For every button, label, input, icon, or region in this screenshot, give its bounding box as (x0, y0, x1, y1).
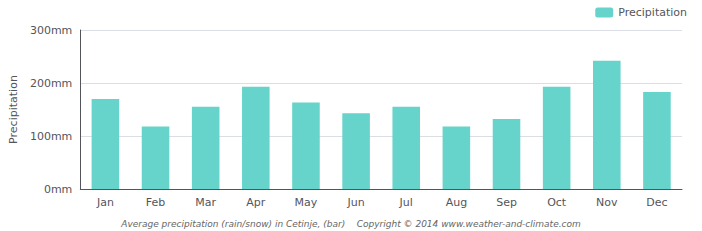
svg-text:Dec: Dec (646, 196, 667, 209)
svg-text:Jul: Jul (399, 196, 413, 209)
svg-text:Jan: Jan (96, 196, 114, 209)
svg-text:300mm: 300mm (30, 24, 72, 37)
svg-text:May: May (295, 196, 318, 209)
svg-text:Sep: Sep (496, 196, 517, 209)
svg-text:Average precipitation (rain/sn: Average precipitation (rain/snow) in Cet… (120, 219, 581, 229)
svg-text:Precipitation: Precipitation (7, 75, 20, 144)
svg-text:Nov: Nov (596, 196, 618, 209)
svg-text:Jun: Jun (346, 196, 364, 209)
svg-text:0mm: 0mm (44, 183, 72, 196)
svg-text:Mar: Mar (195, 196, 216, 209)
svg-text:Aug: Aug (446, 196, 467, 209)
svg-text:Apr: Apr (246, 196, 266, 209)
svg-text:100mm: 100mm (30, 130, 72, 143)
svg-text:Oct: Oct (547, 196, 567, 209)
svg-text:Feb: Feb (146, 196, 165, 209)
svg-text:200mm: 200mm (30, 77, 72, 90)
svg-text:Precipitation: Precipitation (618, 6, 687, 19)
